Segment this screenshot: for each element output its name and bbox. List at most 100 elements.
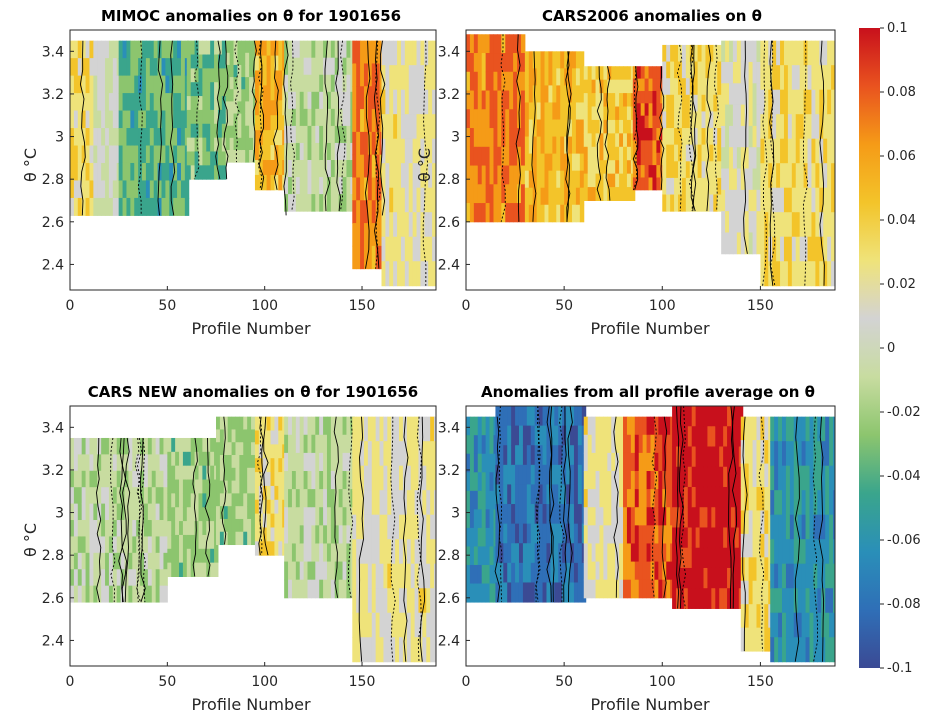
x-tick-label: 100 — [649, 298, 676, 314]
heatmap-cell — [630, 489, 636, 508]
heatmap-cell — [142, 180, 147, 199]
contour-line — [215, 40, 221, 180]
heatmap-cell — [326, 489, 332, 508]
heatmap-cell — [568, 119, 573, 138]
heatmap-cell — [245, 89, 250, 102]
heatmap-cell — [395, 514, 400, 540]
heatmap-cell — [815, 261, 820, 287]
heatmap-cell — [216, 442, 221, 456]
heatmap-cell — [760, 463, 765, 488]
heatmap-cell — [262, 472, 268, 487]
heatmap-cell — [432, 212, 436, 238]
heatmap-cell — [729, 61, 734, 84]
heatmap-cell — [644, 177, 650, 191]
heatmap-cell — [130, 180, 135, 199]
heatmap-cell — [249, 40, 254, 54]
heatmap-cell — [315, 125, 320, 144]
heatmap-cell — [346, 108, 351, 127]
heatmap-cell — [734, 426, 740, 447]
heatmap-cell — [235, 531, 240, 546]
heatmap-cell — [346, 91, 351, 110]
heatmap-cell — [725, 83, 730, 106]
heatmap-cell — [693, 78, 699, 96]
heatmap-cell — [346, 74, 351, 93]
heatmap-cell — [683, 406, 689, 427]
heatmap-cell — [278, 55, 283, 71]
heatmap-cell — [595, 93, 600, 108]
heatmap-cell — [672, 466, 677, 488]
heatmap-cell — [489, 435, 494, 455]
heatmap-cell — [623, 471, 628, 490]
heatmap-cell — [511, 562, 516, 583]
heatmap-cell — [93, 40, 98, 59]
heatmap-cell — [303, 40, 309, 59]
heatmap-cell — [182, 534, 188, 550]
heatmap-cell — [126, 40, 131, 59]
heatmap-cell — [652, 128, 657, 141]
heatmap-cell — [772, 138, 777, 164]
heatmap-cell — [360, 200, 365, 224]
heatmap-cell — [430, 514, 435, 540]
heatmap-cell — [258, 416, 264, 432]
heatmap-cell — [656, 177, 661, 191]
heatmap-cell — [416, 236, 421, 262]
heatmap-cell — [607, 434, 612, 454]
heatmap-cell — [161, 145, 166, 164]
heatmap-cell — [243, 493, 248, 507]
heatmap-cell — [599, 160, 604, 175]
heatmap-cell — [284, 40, 289, 59]
heatmap-cell — [105, 552, 110, 570]
heatmap-cell — [544, 102, 549, 121]
heatmap-cell — [363, 154, 369, 178]
y-tick-label: 2.8 — [438, 172, 460, 188]
heatmap-cell — [356, 637, 361, 663]
heatmap-cell — [760, 486, 765, 511]
heatmap-cell — [782, 514, 787, 540]
heatmap-cell — [77, 487, 83, 505]
heatmap-cell — [381, 40, 386, 66]
heatmap-cell — [752, 40, 757, 63]
heatmap-cell — [311, 108, 316, 127]
heatmap-cell — [776, 212, 781, 238]
heatmap-cell — [163, 454, 168, 472]
heatmap-cell — [772, 65, 777, 91]
heatmap-cell — [558, 543, 563, 564]
heatmap-cell — [715, 406, 720, 427]
heatmap-cell — [707, 507, 712, 528]
heatmap-cell — [497, 90, 502, 110]
heatmap-cell — [552, 68, 557, 86]
heatmap-cell — [210, 493, 215, 508]
panel-title: MIMOC anomalies on θ for 1901656 — [101, 7, 401, 25]
heatmap-cell — [422, 563, 427, 589]
heatmap-cell — [711, 527, 716, 549]
heatmap-cell — [371, 563, 377, 589]
heatmap-cell — [128, 503, 133, 521]
heatmap-cell — [375, 612, 381, 638]
heatmap-cell — [266, 115, 272, 131]
heatmap-cell — [697, 61, 703, 79]
heatmap-cell — [811, 212, 816, 238]
heatmap-cell — [829, 563, 834, 589]
heatmap-cell — [768, 163, 773, 189]
heatmap-cell — [326, 194, 332, 212]
heatmap-cell — [821, 637, 826, 663]
heatmap-cell — [670, 44, 675, 63]
heatmap-cell — [375, 563, 381, 589]
heatmap-cell — [603, 187, 608, 201]
heatmap-cell — [371, 223, 377, 247]
heatmap-cell — [795, 163, 801, 189]
heatmap-cell — [177, 145, 182, 164]
heatmap-cell — [764, 440, 769, 465]
heatmap-cell — [206, 96, 211, 111]
heatmap-cell — [173, 145, 178, 164]
heatmap-cell — [136, 569, 141, 587]
heatmap-cell — [654, 561, 659, 581]
heatmap-cell — [707, 547, 712, 569]
heatmap-cell — [128, 520, 133, 537]
y-axis-label: θ °C — [21, 523, 40, 557]
heatmap-cell — [548, 187, 553, 206]
heatmap-cell — [829, 588, 834, 614]
heatmap-cell — [711, 466, 716, 488]
heatmap-cell — [422, 490, 427, 516]
heatmap-cell — [428, 163, 433, 189]
